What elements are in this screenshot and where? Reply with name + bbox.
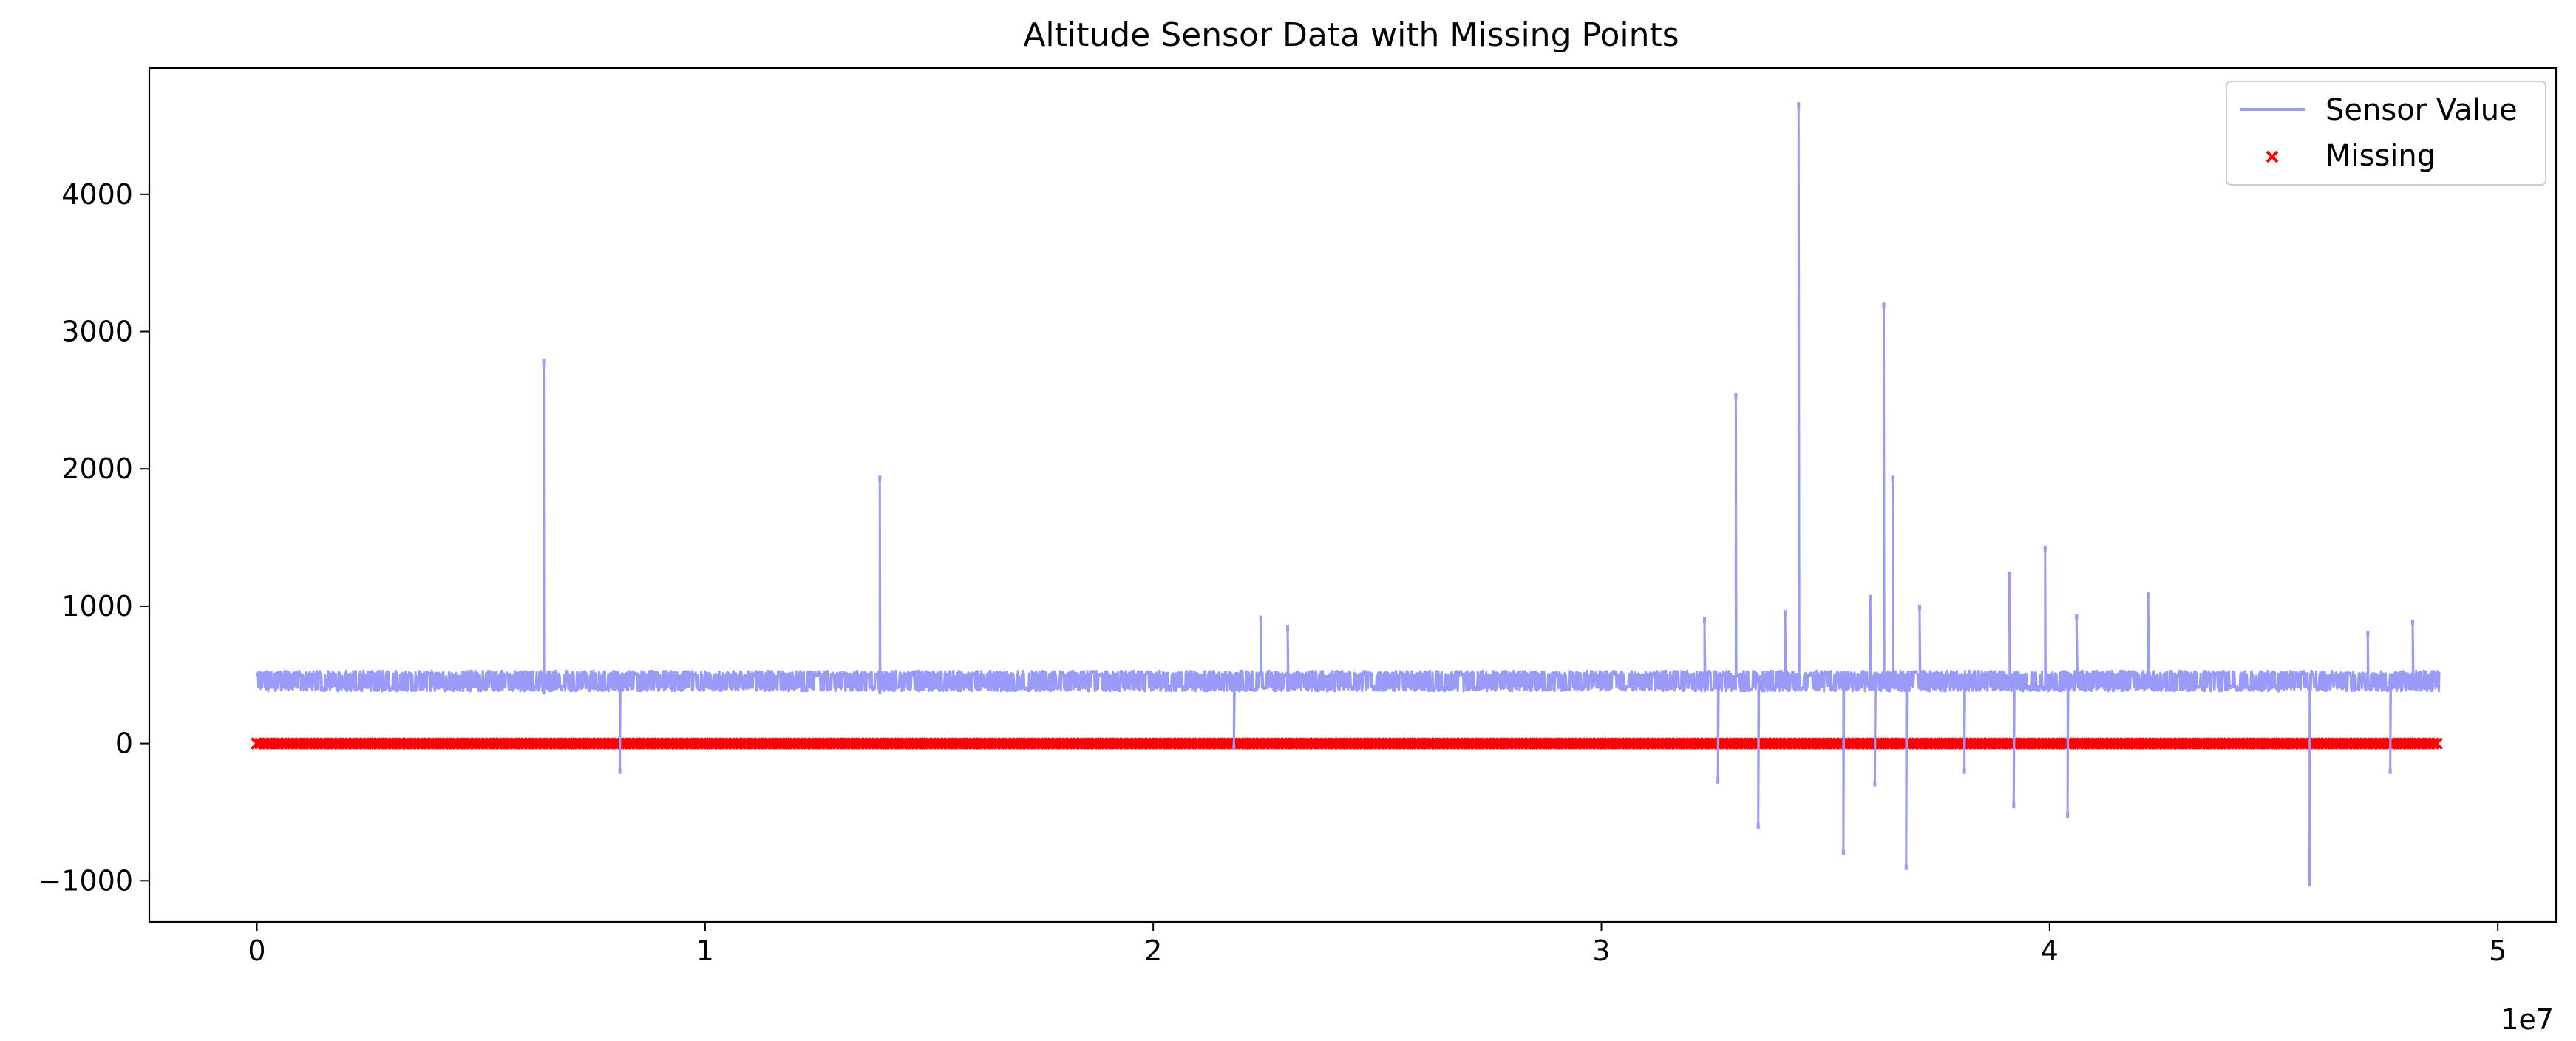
x-tick-label: 3: [1592, 935, 1610, 967]
y-tick-label: −1000: [38, 864, 133, 897]
x-tick-label: 2: [1144, 935, 1162, 967]
x-tick-label: 4: [2041, 935, 2059, 967]
x-axis-offset-label: 1e7: [2501, 1003, 2554, 1036]
axes: 0 1 2 3 4 5 −1000 0 1000 2000 3000 4000: [38, 67, 2558, 967]
x-tick-label: 0: [248, 935, 265, 967]
y-tick-label: 2000: [61, 452, 133, 485]
legend-missing-marker-icon: [2266, 150, 2279, 163]
sensor-line: [256, 104, 2441, 885]
y-tick-label: 1000: [61, 590, 133, 623]
legend: Sensor Value Missing: [2226, 81, 2546, 186]
x-tick-label: 5: [2489, 935, 2507, 967]
missing-marker: [2427, 737, 2440, 750]
legend-missing-label: Missing: [2325, 139, 2436, 173]
x-tick-label: 1: [696, 935, 714, 967]
legend-box: [2226, 81, 2546, 186]
sensor-series: [256, 102, 2441, 887]
missing-marker: [2430, 737, 2443, 750]
plot-area: [251, 102, 2443, 887]
chart-title: Altitude Sensor Data with Missing Points: [1023, 16, 1679, 54]
axes-frame: [148, 67, 2558, 923]
missing-series: [251, 737, 2443, 750]
y-tick-label: 3000: [61, 316, 133, 348]
legend-sensor-label: Sensor Value: [2325, 93, 2518, 127]
legend-x-path: [2266, 150, 2279, 163]
y-tick-label: 4000: [61, 178, 133, 211]
y-tick-label: 0: [115, 728, 133, 760]
